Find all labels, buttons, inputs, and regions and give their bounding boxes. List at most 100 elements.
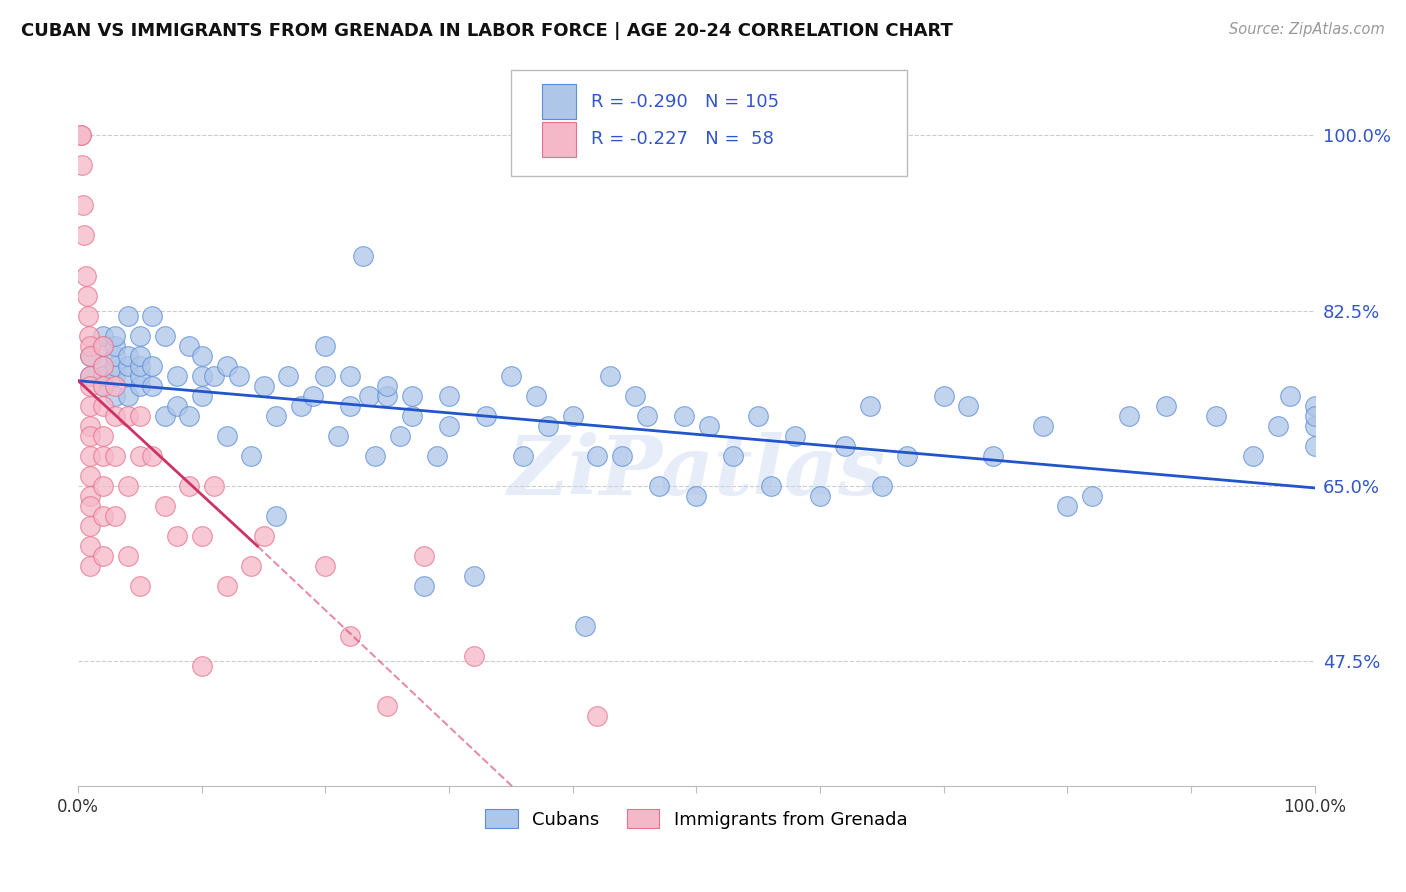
Point (896, 449, 918, 463)
Point (426, 449, 449, 463)
Point (352, 248, 374, 262)
Point (141, 449, 163, 463)
Point (339, 399, 361, 413)
Point (91, 368, 114, 383)
Point (79, 559, 101, 574)
Point (191, 389, 214, 403)
Point (129, 378, 152, 392)
Point (179, 339, 201, 353)
Point (69, 128, 91, 143)
Point (932, 389, 955, 403)
Point (79, 399, 101, 413)
Point (264, 409, 287, 423)
Point (314, 368, 336, 383)
Point (153, 499, 176, 513)
Point (202, 368, 225, 383)
Point (117, 409, 139, 423)
Point (1241, 449, 1264, 463)
Point (117, 549, 139, 563)
Point (612, 449, 634, 463)
Point (252, 529, 274, 543)
Bar (541, 121, 576, 157)
Point (1081, 489, 1104, 503)
Point (104, 339, 127, 353)
Point (129, 449, 152, 463)
Point (1303, 399, 1326, 413)
Point (375, 378, 398, 392)
Point (623, 389, 645, 403)
Point (129, 579, 152, 593)
Legend: Cubans, Immigrants from Grenada: Cubans, Immigrants from Grenada (478, 802, 914, 836)
Point (91, 429, 114, 443)
Point (117, 359, 139, 373)
Point (785, 429, 807, 443)
Point (240, 449, 263, 463)
Point (228, 368, 250, 383)
Point (957, 399, 980, 413)
Point (759, 479, 782, 493)
Point (264, 508, 287, 523)
Point (79, 368, 101, 383)
Point (215, 359, 238, 373)
Point (475, 409, 498, 423)
Point (252, 378, 274, 392)
Point (375, 389, 398, 403)
Point (91, 328, 114, 343)
Point (463, 569, 485, 583)
Point (79, 519, 101, 533)
Point (1118, 409, 1140, 423)
Point (104, 409, 127, 423)
Point (69, 128, 91, 143)
Point (79, 499, 101, 513)
Point (191, 349, 214, 363)
Point (104, 389, 127, 403)
Text: ZiPatlas: ZiPatlas (508, 432, 886, 512)
Point (91, 479, 114, 493)
Point (586, 449, 609, 463)
Point (153, 328, 176, 343)
Point (191, 368, 214, 383)
Point (1303, 439, 1326, 453)
Point (537, 418, 560, 433)
Point (499, 368, 522, 383)
Point (215, 579, 238, 593)
Point (685, 489, 707, 503)
Point (401, 389, 423, 403)
Point (1278, 389, 1301, 403)
Point (72, 198, 94, 212)
Point (129, 409, 152, 423)
Point (215, 429, 238, 443)
Point (77, 309, 100, 323)
Text: R = -0.290   N = 105: R = -0.290 N = 105 (592, 93, 779, 111)
Point (375, 699, 398, 714)
Point (364, 449, 387, 463)
Point (91, 339, 114, 353)
Point (141, 309, 163, 323)
Point (437, 389, 460, 403)
Point (314, 559, 336, 574)
Point (240, 559, 263, 574)
Point (1056, 499, 1078, 513)
Point (141, 359, 163, 373)
Point (91, 339, 114, 353)
Point (104, 508, 127, 523)
Point (574, 619, 596, 633)
Point (104, 328, 127, 343)
Point (463, 649, 485, 664)
Point (413, 579, 436, 593)
Point (117, 389, 139, 403)
Point (79, 349, 101, 363)
Point (277, 368, 299, 383)
Point (129, 349, 152, 363)
Point (79, 469, 101, 483)
Point (70, 158, 93, 172)
Point (1303, 409, 1326, 423)
Point (512, 449, 534, 463)
Point (73, 228, 96, 243)
Point (79, 489, 101, 503)
Point (166, 399, 188, 413)
Point (79, 429, 101, 443)
Point (79, 539, 101, 553)
Point (357, 389, 380, 403)
Point (870, 479, 893, 493)
